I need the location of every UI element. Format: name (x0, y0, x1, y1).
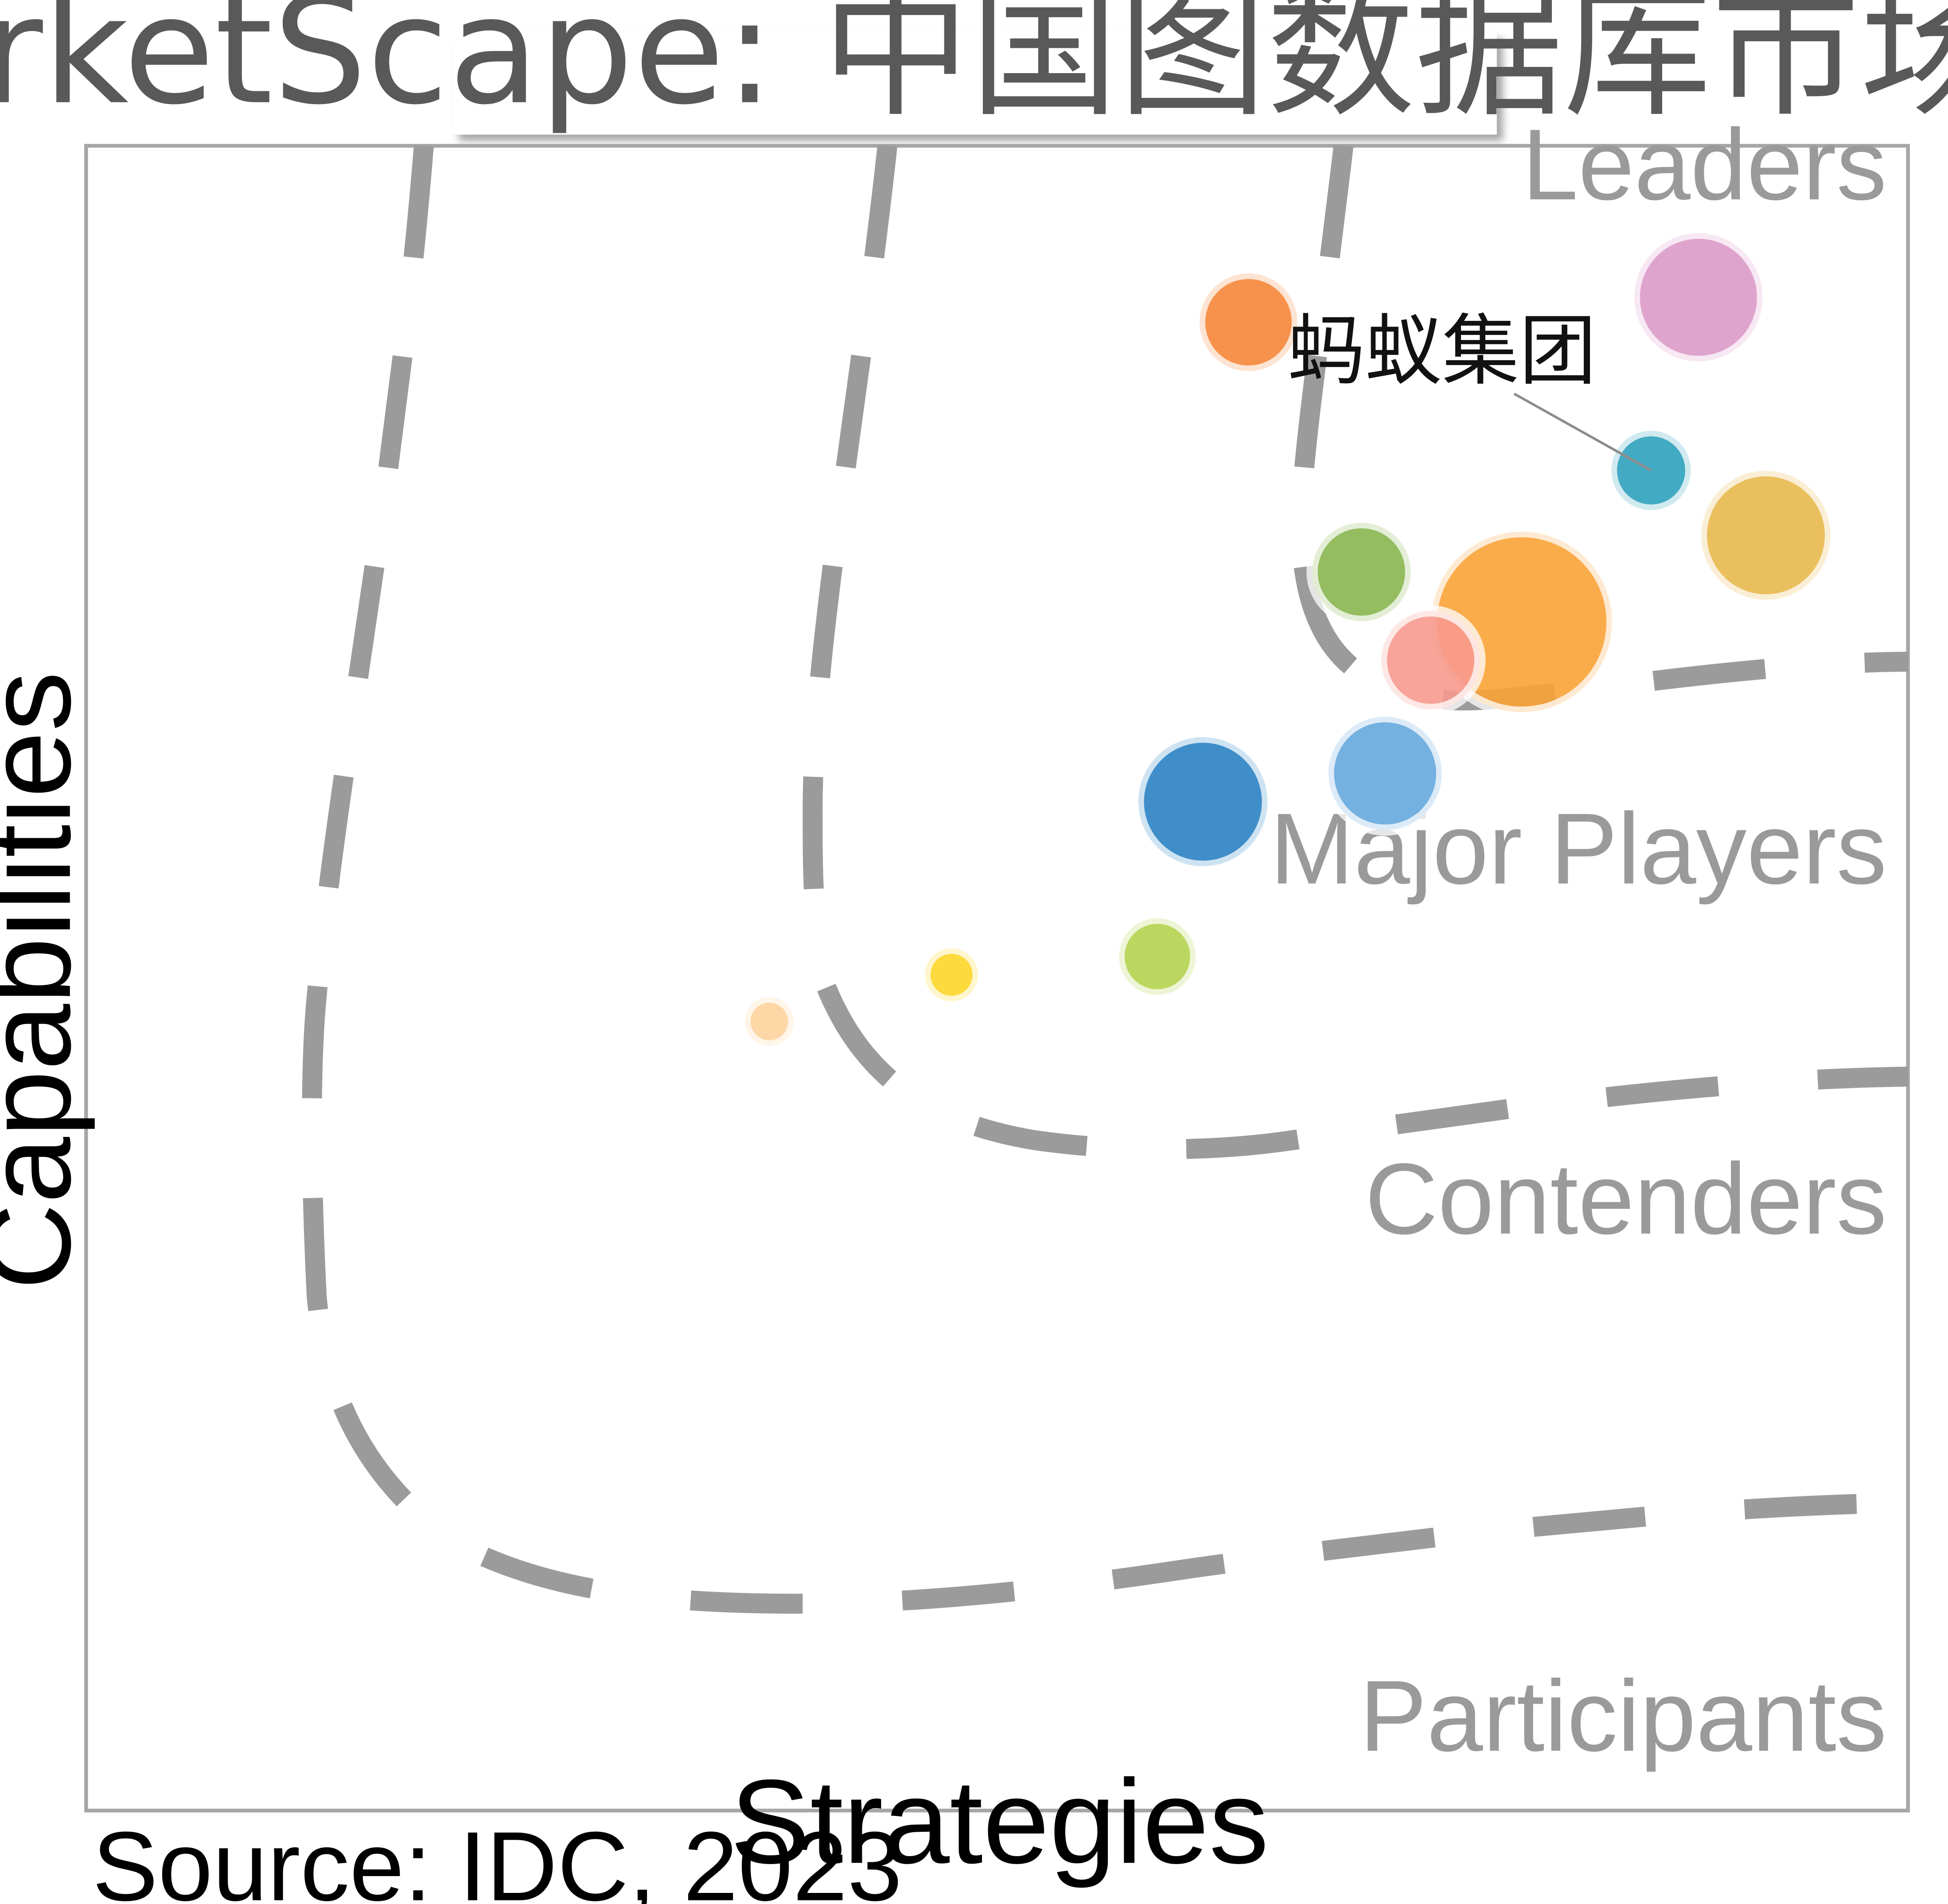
segment-label-participants: Participants (1360, 1660, 1887, 1772)
segment-boundaries (302, 144, 1909, 1614)
x-axis-label: Strategies (730, 1755, 1269, 1889)
callout: 蚂蚁集团 (1287, 306, 1652, 472)
callout-leader-line (1513, 393, 1652, 472)
plot-frame (84, 144, 1910, 1813)
bubble-7 (1605, 425, 1697, 516)
bubble-9 (1695, 465, 1836, 606)
bubbles-layer (739, 227, 1836, 1052)
bubble-5 (1323, 711, 1448, 836)
bubble-10 (1306, 517, 1417, 627)
callout-label: 蚂蚁集团 (1287, 306, 1596, 396)
bubble-3 (1113, 912, 1202, 1001)
chart-title-box: IDC MarketScape: 中国图数据库市场, 2023 (0, 0, 1948, 137)
bubble-6 (1194, 268, 1303, 377)
segment-label-leaders: Leaders (1522, 109, 1887, 221)
y-axis-label: Capabilities (0, 671, 96, 1290)
bubble-2 (919, 942, 984, 1007)
bubble-4 (1133, 731, 1273, 872)
major-players-boundary (803, 144, 1909, 1160)
leaders-boundary (1291, 144, 1908, 711)
bubble-8 (1629, 227, 1769, 367)
contenders-boundary (302, 145, 1909, 1614)
chart-title: IDC MarketScape: 中国图数据库市场, 2023 (0, 0, 1948, 137)
source-note: Source: IDC, 2023 (92, 1812, 902, 1904)
segment-label-contenders: Contenders (1365, 1143, 1887, 1255)
bubble-12 (1375, 605, 1486, 715)
bubble-1 (739, 991, 799, 1052)
